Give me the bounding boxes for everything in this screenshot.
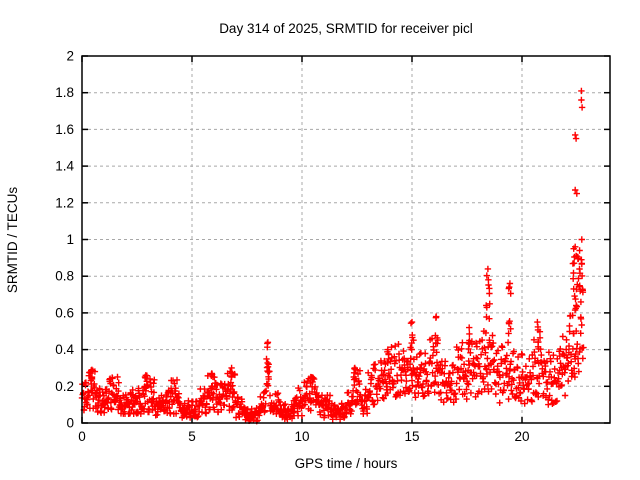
tick-labels: 0 5 10 15 20 0 0.2 0.4 0.6 0.8 1 1.2 1.4 1.6 1.8 2 xyxy=(55,49,529,445)
y-tick-label: 1.8 xyxy=(55,85,74,100)
x-tick-label: 20 xyxy=(514,429,529,444)
y-tick-label: 0.4 xyxy=(55,342,74,357)
plot-border xyxy=(81,55,611,424)
x-axis-label: GPS time / hours xyxy=(295,456,398,471)
x-tick-label: 5 xyxy=(188,429,196,444)
y-tick-label: 1.4 xyxy=(55,159,74,174)
x-tick-label: 0 xyxy=(78,429,86,444)
y-tick-label: 2 xyxy=(66,49,74,64)
data-points-series xyxy=(78,87,587,425)
y-tick-label: 1.2 xyxy=(55,195,74,210)
scatter-plus-markers xyxy=(78,87,587,425)
y-tick-label: 1.6 xyxy=(55,122,74,137)
y-tick-label: 0.2 xyxy=(55,379,74,394)
grid-layer xyxy=(82,56,610,423)
y-tick-label: 0 xyxy=(66,416,74,431)
y-axis-label: SRMTID / TECUs xyxy=(5,187,20,294)
y-tick-label: 0.6 xyxy=(55,305,74,320)
x-tick-label: 15 xyxy=(404,429,419,444)
y-tick-label: 0.8 xyxy=(55,269,74,284)
y-tick-label: 1 xyxy=(66,232,74,247)
x-tick-label: 10 xyxy=(294,429,309,444)
chart-title: Day 314 of 2025, SRMTID for receiver pic… xyxy=(219,21,473,36)
